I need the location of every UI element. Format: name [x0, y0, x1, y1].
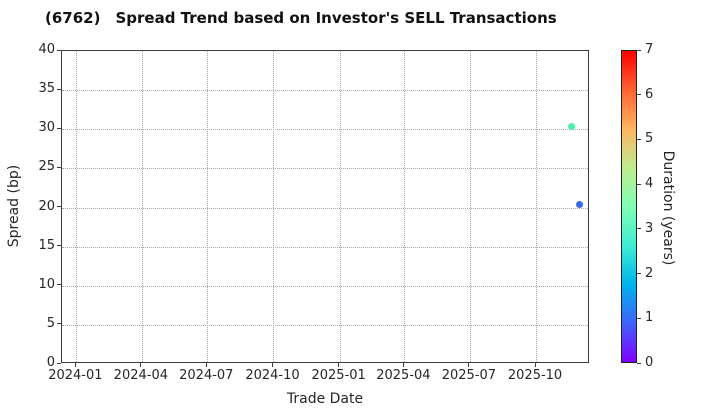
h-gridline — [62, 129, 588, 131]
y-tick-label: 35 — [38, 81, 55, 97]
colorbar-tick-label: 2 — [645, 265, 654, 281]
colorbar-tick-label: 0 — [645, 355, 654, 370]
colorbar-tick-mark — [637, 362, 641, 364]
x-tick-mark — [140, 363, 142, 367]
h-gridline — [62, 168, 588, 170]
y-tick-mark — [57, 323, 61, 325]
y-tick-label: 10 — [38, 276, 55, 292]
x-tick-label: 2025-10 — [507, 368, 563, 383]
x-tick-mark — [338, 363, 340, 367]
colorbar-tick-mark — [637, 138, 641, 140]
h-gridline — [62, 324, 588, 326]
colorbar-label: Duration (years) — [660, 150, 676, 266]
colorbar-tick-label: 7 — [645, 42, 654, 57]
y-tick-label: 25 — [38, 159, 55, 175]
colorbar-tick-mark — [637, 183, 641, 185]
h-gridline — [62, 207, 588, 209]
x-tick-label: 2024-01 — [48, 368, 103, 383]
colorbar-tick-mark — [637, 273, 641, 275]
y-tick-label: 20 — [38, 198, 55, 214]
y-tick-mark — [57, 49, 61, 51]
data-point — [567, 122, 575, 130]
y-tick-mark — [57, 362, 61, 364]
chart-title: (6762) Spread Trend based on Investor's S… — [45, 9, 557, 27]
colorbar-tick-mark — [637, 94, 641, 96]
colorbar-tick-label: 4 — [645, 176, 654, 192]
y-tick-mark — [57, 166, 61, 168]
h-gridline — [62, 285, 588, 287]
x-tick-mark — [271, 363, 273, 367]
x-tick-label: 2024-10 — [245, 368, 300, 383]
plot-area — [61, 50, 589, 363]
x-axis-label: Trade Date — [286, 391, 364, 407]
x-tick-label: 2025-01 — [311, 368, 366, 383]
y-tick-mark — [57, 284, 61, 286]
x-tick-label: 2025-04 — [376, 368, 431, 383]
v-gridline — [536, 51, 538, 362]
y-tick-mark — [57, 88, 61, 90]
x-tick-label: 2024-04 — [113, 368, 168, 383]
v-gridline — [273, 51, 275, 362]
x-tick-mark — [74, 363, 76, 367]
y-tick-label: 15 — [38, 237, 55, 253]
y-tick-mark — [57, 245, 61, 247]
v-gridline — [404, 51, 406, 362]
colorbar-tick-mark — [637, 228, 641, 230]
chart-title-text: Spread Trend based on Investor's SELL Tr… — [115, 9, 557, 27]
h-gridline — [62, 90, 588, 92]
y-tick-mark — [57, 206, 61, 207]
x-tick-label: 2025-07 — [441, 368, 497, 383]
ticker-code: (6762) — [45, 9, 101, 27]
v-gridline — [141, 51, 143, 362]
x-tick-mark — [402, 363, 404, 367]
x-tick-mark — [468, 363, 470, 367]
colorbar-tick-label: 5 — [645, 131, 654, 147]
h-gridline — [62, 246, 588, 248]
colorbar-tick-label: 1 — [645, 310, 654, 326]
y-tick-label: 30 — [38, 120, 55, 136]
v-gridline — [207, 51, 209, 362]
v-gridline — [469, 51, 471, 362]
colorbar — [621, 50, 637, 363]
v-gridline — [76, 51, 78, 362]
colorbar-tick-mark — [637, 317, 641, 319]
colorbar-tick-label: 3 — [645, 220, 654, 236]
colorbar-tick-label: 6 — [645, 86, 654, 102]
data-point — [575, 200, 583, 208]
colorbar-tick-mark — [637, 49, 641, 51]
y-tick-label: 5 — [46, 315, 55, 331]
x-tick-mark — [205, 363, 207, 367]
y-tick-mark — [57, 127, 61, 129]
x-tick-label: 2024-07 — [179, 368, 234, 383]
x-tick-mark — [534, 363, 536, 367]
y-tick-label: 40 — [38, 42, 55, 57]
y-tick-label: 0 — [46, 355, 55, 370]
v-gridline — [339, 51, 341, 362]
